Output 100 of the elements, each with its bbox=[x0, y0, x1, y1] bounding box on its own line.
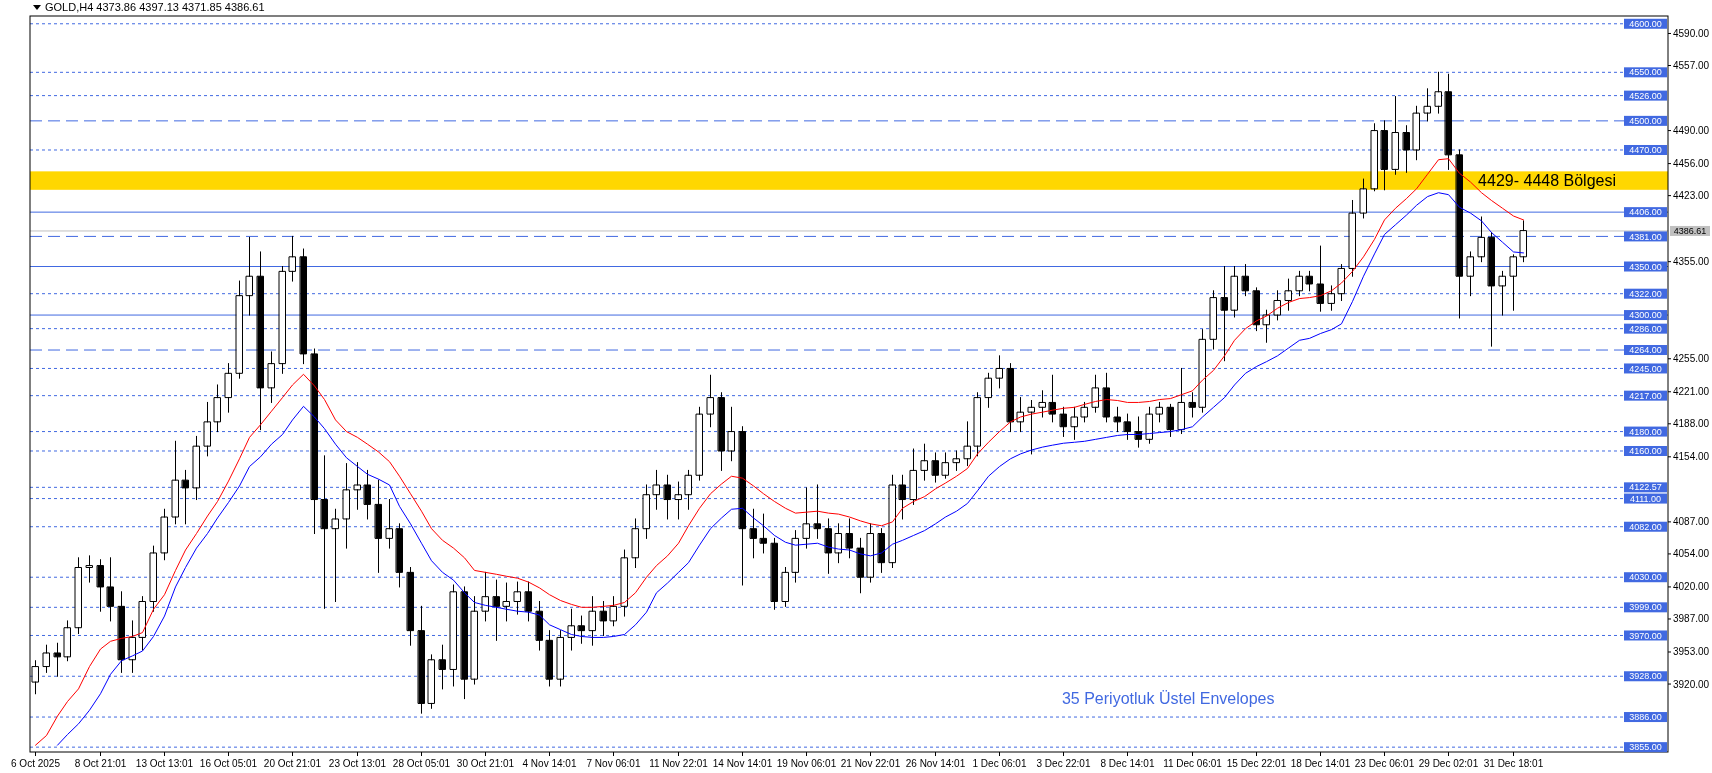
candlestick bbox=[1499, 270, 1506, 316]
candlestick bbox=[1349, 199, 1356, 277]
y-tick-label: 4355.00 bbox=[1673, 256, 1710, 268]
candlestick bbox=[643, 484, 650, 539]
candlestick bbox=[236, 280, 243, 379]
y-tick-label: 4255.00 bbox=[1673, 353, 1710, 365]
candlestick bbox=[54, 642, 61, 677]
candlestick bbox=[1381, 120, 1388, 191]
ref-line-label: 4322.00 bbox=[1629, 288, 1662, 299]
candlestick bbox=[503, 582, 510, 622]
candlestick bbox=[1039, 390, 1046, 418]
ref-line-label: 4111.00 bbox=[1629, 493, 1662, 504]
candlestick bbox=[514, 581, 521, 615]
x-tick-label: 4 Nov 14:01 bbox=[522, 758, 577, 769]
x-tick-label: 26 Nov 14:01 bbox=[905, 758, 966, 769]
candlestick bbox=[321, 455, 328, 609]
candlestick bbox=[1189, 392, 1196, 418]
candlestick bbox=[1296, 270, 1303, 297]
candlestick bbox=[1371, 123, 1378, 192]
x-tick-label: 29 Dec 02:01 bbox=[1418, 758, 1479, 769]
candlestick bbox=[1103, 372, 1110, 423]
candlestick bbox=[407, 567, 414, 646]
candlestick bbox=[899, 474, 906, 520]
candlestick bbox=[921, 443, 928, 481]
candlestick bbox=[257, 251, 264, 431]
candlestick bbox=[1253, 287, 1260, 332]
candlestick bbox=[589, 596, 596, 646]
y-tick-label: 3920.00 bbox=[1673, 678, 1710, 690]
ref-line-label: 3886.00 bbox=[1629, 712, 1662, 723]
y-tick-label: 4456.00 bbox=[1673, 158, 1710, 170]
ref-line-label: 4470.00 bbox=[1629, 145, 1662, 156]
candlestick bbox=[707, 374, 714, 428]
candlestick bbox=[428, 654, 435, 709]
candlestick bbox=[214, 384, 221, 433]
candlestick bbox=[664, 474, 671, 520]
x-tick-label: 18 Dec 14:01 bbox=[1290, 758, 1351, 769]
candlestick bbox=[1328, 285, 1335, 311]
ref-line-label: 3928.00 bbox=[1629, 671, 1662, 682]
candlestick bbox=[803, 487, 810, 549]
candlestick bbox=[1488, 232, 1495, 347]
x-tick-label: 31 Dec 18:01 bbox=[1483, 758, 1544, 769]
candlestick bbox=[889, 474, 896, 569]
candlestick bbox=[760, 513, 767, 554]
candlestick bbox=[1007, 363, 1014, 433]
candlestick bbox=[525, 581, 532, 622]
x-tick-label: 11 Dec 06:01 bbox=[1163, 758, 1223, 769]
candlestick bbox=[1199, 329, 1206, 413]
candlestick bbox=[182, 469, 189, 525]
candlestick bbox=[204, 401, 211, 457]
candlestick bbox=[268, 351, 275, 403]
candlestick bbox=[1028, 400, 1035, 455]
candlestick bbox=[343, 463, 350, 549]
candlestick bbox=[600, 601, 607, 636]
candlestick bbox=[107, 557, 114, 622]
candlestick bbox=[1210, 290, 1217, 350]
x-tick-label: 14 Nov 14:01 bbox=[712, 758, 773, 769]
y-tick-label: 4423.00 bbox=[1673, 190, 1710, 202]
ref-line-label: 4381.00 bbox=[1629, 231, 1662, 242]
ref-line-label: 4122.57 bbox=[1629, 482, 1662, 493]
candlestick bbox=[493, 579, 500, 641]
x-tick-label: 20 Oct 21:01 bbox=[263, 758, 322, 769]
candlestick bbox=[782, 567, 789, 607]
candlestick bbox=[1092, 374, 1099, 413]
candlestick bbox=[32, 660, 39, 695]
x-tick-label: 16 Oct 05:01 bbox=[199, 758, 258, 769]
candlestick bbox=[653, 469, 660, 510]
candlestick bbox=[1360, 178, 1367, 219]
candlestick bbox=[172, 440, 179, 525]
y-tick-label: 3953.00 bbox=[1673, 646, 1710, 658]
candlestick bbox=[792, 530, 799, 583]
candlestick bbox=[1242, 264, 1249, 297]
candlestick bbox=[835, 523, 842, 564]
ref-line-label: 3999.00 bbox=[1629, 602, 1662, 613]
candlestick bbox=[557, 630, 564, 687]
candlestick bbox=[546, 630, 553, 687]
candlestick bbox=[43, 644, 50, 673]
band-label: 4429- 4448 Bölgesi bbox=[1478, 172, 1616, 190]
x-tick-label: 7 Nov 06:01 bbox=[586, 758, 641, 769]
candlestick bbox=[878, 528, 885, 573]
candlestick bbox=[1167, 403, 1174, 437]
candlestick bbox=[64, 620, 71, 662]
ref-line-label: 4245.00 bbox=[1629, 363, 1662, 374]
candlestick bbox=[118, 591, 125, 673]
ref-line-label: 4300.00 bbox=[1629, 310, 1662, 321]
chart-title: GOLD,H4 4373.86 4397.13 4371.85 4386.61 bbox=[45, 1, 265, 13]
candlestick bbox=[161, 508, 168, 561]
candlestick bbox=[814, 484, 821, 539]
candlestick bbox=[910, 448, 917, 505]
x-tick-label: 21 Nov 22:01 bbox=[840, 758, 901, 769]
candlestick bbox=[1520, 220, 1527, 263]
ref-line-label: 4030.00 bbox=[1629, 572, 1662, 583]
candlestick bbox=[246, 236, 253, 316]
x-tick-label: 15 Dec 22:01 bbox=[1226, 758, 1287, 769]
ref-line-label: 4264.00 bbox=[1629, 345, 1662, 356]
ref-line-label: 3970.00 bbox=[1629, 630, 1662, 641]
candlestick bbox=[332, 508, 339, 602]
candlestick bbox=[867, 523, 874, 583]
candlestick bbox=[1424, 88, 1431, 122]
candlestick bbox=[139, 596, 146, 651]
candlestick bbox=[1049, 374, 1056, 423]
